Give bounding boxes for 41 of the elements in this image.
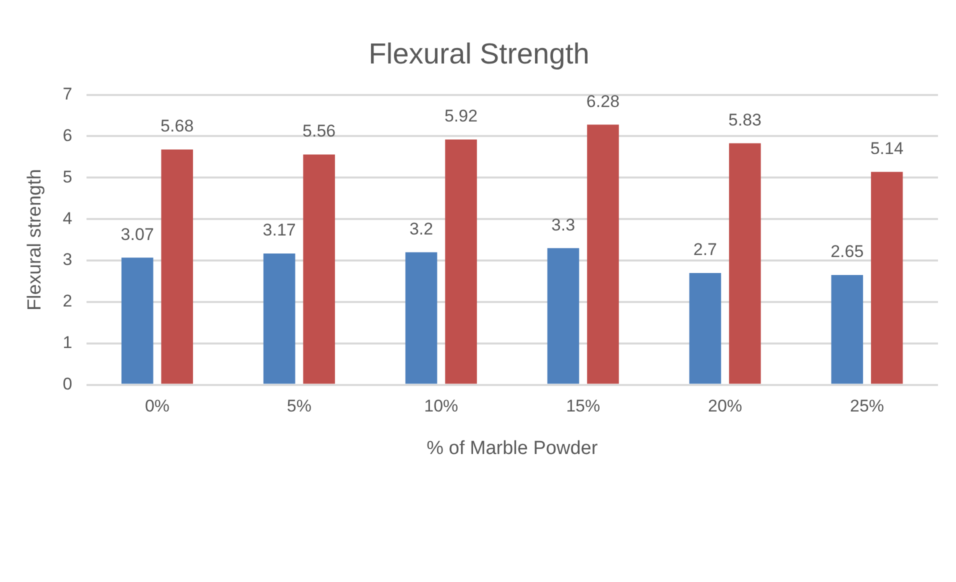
bar [303,154,335,384]
bar [729,143,761,384]
bar [161,149,194,384]
x-tick-label: 0% [144,396,170,416]
y-tick-label: 0 [62,374,72,394]
data-label: 5.14 [870,139,904,158]
data-label: 5.92 [444,106,478,126]
data-label: 5.83 [728,110,762,130]
x-tick-label: 25% [850,396,884,416]
bar [689,272,722,384]
x-tick-label: 10% [424,396,458,416]
data-label: 2.7 [693,240,718,260]
bar [547,248,580,384]
y-tick-label: 1 [62,333,72,352]
y-tick-label: 5 [62,167,72,186]
data-label: 3.2 [409,219,434,238]
data-label: 5.56 [302,122,336,141]
y-tick-label: 7 [62,84,72,104]
y-tick-label: 2 [62,292,72,311]
y-tick-label: 4 [62,208,72,228]
x-tick-label: 5% [286,396,312,416]
y-tick-label: 3 [62,250,72,270]
y-axis-title: Flexural strength [24,169,46,311]
bar [870,172,903,384]
x-axis-title: % of Marble Powder [426,438,598,459]
data-label: 3.17 [262,220,296,240]
data-label: 2.65 [830,242,864,262]
chart-title: Flexural Strength [368,38,590,70]
data-label: 6.28 [586,92,620,111]
y-tick-label: 6 [62,126,72,145]
x-tick-label: 15% [566,396,600,416]
x-tick-label: 20% [708,396,742,416]
bar [445,140,477,384]
data-label: 3.07 [120,224,154,244]
data-label: 3.3 [551,215,576,234]
bar [587,124,619,384]
bar [121,258,154,384]
bar [263,253,296,384]
data-label: 5.68 [160,116,194,136]
bar [831,275,864,384]
bar [405,252,438,384]
